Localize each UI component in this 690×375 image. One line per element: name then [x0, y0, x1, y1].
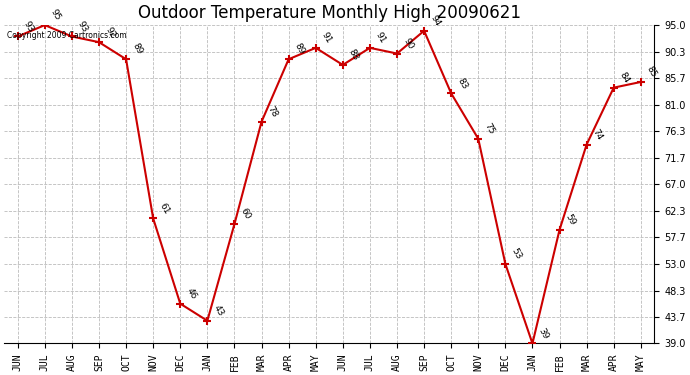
Text: 78: 78	[266, 105, 279, 119]
Text: 92: 92	[103, 25, 117, 39]
Text: 83: 83	[455, 76, 469, 90]
Text: 89: 89	[130, 42, 144, 57]
Text: 88: 88	[347, 48, 360, 62]
Title: Outdoor Temperature Monthly High 20090621: Outdoor Temperature Monthly High 2009062…	[138, 4, 521, 22]
Text: Copyright 2009 Cartronics.com: Copyright 2009 Cartronics.com	[8, 32, 127, 40]
Text: 53: 53	[509, 247, 523, 261]
Text: 43: 43	[212, 304, 225, 318]
Text: 89: 89	[293, 42, 306, 57]
Text: 90: 90	[401, 36, 415, 51]
Text: 94: 94	[428, 13, 442, 28]
Text: 75: 75	[482, 122, 496, 136]
Text: 74: 74	[591, 128, 604, 142]
Text: 85: 85	[645, 65, 658, 79]
Text: 91: 91	[374, 31, 388, 45]
Text: 39: 39	[537, 326, 550, 341]
Text: 93: 93	[22, 19, 35, 34]
Text: 61: 61	[157, 201, 171, 216]
Text: 46: 46	[184, 286, 198, 301]
Text: 60: 60	[239, 207, 252, 221]
Text: 93: 93	[76, 19, 90, 34]
Text: 91: 91	[320, 31, 333, 45]
Text: 95: 95	[49, 8, 63, 22]
Text: 84: 84	[618, 70, 631, 85]
Text: 59: 59	[564, 213, 578, 227]
